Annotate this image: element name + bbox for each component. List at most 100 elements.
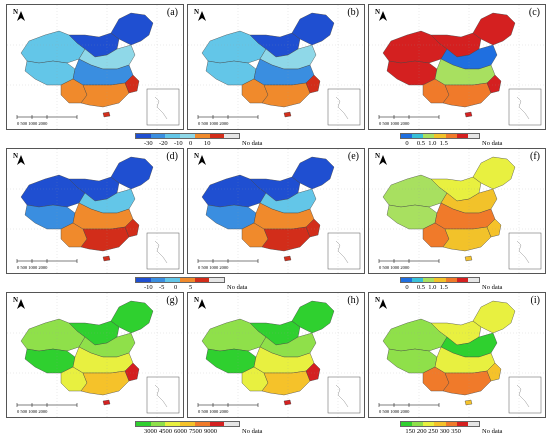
region-northeast [110, 300, 154, 334]
legend-swatch [180, 422, 195, 426]
legend-color-bar [400, 277, 480, 283]
region-southeast [124, 362, 140, 382]
legend-tick-label: 9000 [204, 428, 217, 435]
region-south [80, 82, 130, 108]
legend-swatch [401, 134, 413, 138]
legend-swatch [209, 278, 225, 282]
region-hainan [464, 111, 473, 118]
region-south [442, 370, 492, 396]
legend-swatch [401, 422, 413, 426]
map-panel-a: N (a) 0 500 1000 2000 [6, 4, 184, 130]
region-southeast [305, 218, 321, 238]
legend-tick-label: 10 [204, 140, 211, 147]
legend-color-bar [135, 133, 240, 139]
region-south [442, 226, 492, 252]
panel-label: (e) [347, 151, 359, 162]
north-arrow-icon [17, 11, 25, 21]
region-south [261, 82, 311, 108]
legend-swatch [165, 278, 181, 282]
inset-box [508, 88, 542, 126]
legend-swatch [445, 422, 457, 426]
legend-tick-label: 1.0 [428, 140, 437, 147]
legend-nodata-label: No data [227, 284, 248, 291]
region-hainan [283, 255, 292, 262]
legend-tick-label: 5 [189, 284, 193, 291]
legend-color-bar [400, 133, 480, 139]
legend-tick-label: 1.5 [439, 140, 448, 147]
legend-nodata-label: No data [482, 428, 503, 435]
north-label: N [13, 296, 19, 304]
legend-tick-label: 0 [405, 140, 409, 147]
region-tibet [386, 204, 438, 230]
north-label: N [194, 152, 200, 160]
north-label: N [13, 152, 19, 160]
legend-row2_left: -10 -5 0 5 No data [135, 277, 265, 297]
legend-row1_right: 0 0.5 1.0 1.5 No data [400, 133, 520, 153]
inset-box [146, 88, 180, 126]
north-arrow-icon [198, 155, 206, 165]
legend-swatch [434, 422, 446, 426]
scale-text: 0 500 1000 2000 [198, 121, 229, 126]
legend-tick-label: 200 [416, 428, 427, 435]
legend-nodata-label: No data [242, 140, 263, 147]
legend-swatch [194, 422, 210, 426]
region-hainan [102, 111, 111, 118]
legend-swatch [136, 134, 151, 138]
north-arrow-icon [17, 299, 25, 309]
inset-box [508, 376, 542, 414]
inset-box [146, 376, 180, 414]
legend-swatch [194, 134, 210, 138]
region-northeast [472, 12, 516, 46]
legend-tick-label: 6000 [174, 428, 187, 435]
legend-swatch [434, 134, 446, 138]
legend-swatch [401, 278, 413, 282]
legend-swatch [456, 134, 468, 138]
region-tibet [24, 204, 76, 230]
region-south [442, 82, 492, 108]
legend-swatch [150, 278, 166, 282]
map-panel-e: N (e) 0 500 1000 2000 [187, 148, 365, 274]
legend-swatch [209, 134, 225, 138]
region-southeast [124, 74, 140, 94]
scale-text: 0 500 1000 2000 [198, 409, 229, 414]
legend-row2_right: 0 0.5 1.0 1.5 No data [400, 277, 520, 297]
legend-swatch [467, 278, 479, 282]
legend-tick-label: 0 [189, 140, 193, 147]
panel-label: (c) [528, 7, 540, 18]
north-label: N [13, 8, 19, 16]
north-label: N [194, 296, 200, 304]
region-tibet [386, 348, 438, 374]
legend-swatch [136, 422, 151, 426]
scale-text: 0 500 1000 2000 [17, 265, 48, 270]
legend-tick-label: -5 [159, 284, 165, 291]
legend-tick-label: 0 [174, 284, 178, 291]
map-panel-g: N (g) 0 500 1000 2000 [6, 292, 184, 418]
region-northeast [110, 12, 154, 46]
north-arrow-icon [198, 11, 206, 21]
panel-label: (i) [530, 295, 540, 306]
inset-box [146, 232, 180, 270]
legend-swatch [224, 134, 240, 138]
region-northeast [472, 300, 516, 334]
region-hainan [102, 399, 111, 406]
scale-text: 0 500 1000 2000 [379, 265, 410, 270]
region-tibet [386, 60, 438, 86]
region-hainan [102, 255, 111, 262]
legend-swatch [445, 278, 457, 282]
legend-nodata-label: No data [482, 140, 503, 147]
region-south [80, 370, 130, 396]
legend-swatch [194, 278, 210, 282]
legend-tick-label: -10 [144, 284, 153, 291]
legend-row3_left: 3000 4500 6000 7500 9000 No data [135, 421, 280, 435]
map-panel-i: N (i) 0 500 1000 2000 [368, 292, 546, 418]
panel-label: (h) [347, 295, 359, 306]
region-northeast [291, 12, 335, 46]
legend-tick-label: 300 [439, 428, 450, 435]
legend-tick-label: 150 [405, 428, 416, 435]
legend-swatch [412, 134, 424, 138]
legend-swatch [136, 278, 151, 282]
legend-swatch [445, 134, 457, 138]
legend-tick-label: 1.0 [428, 284, 437, 291]
region-northeast [472, 156, 516, 190]
legend-swatch [165, 134, 181, 138]
